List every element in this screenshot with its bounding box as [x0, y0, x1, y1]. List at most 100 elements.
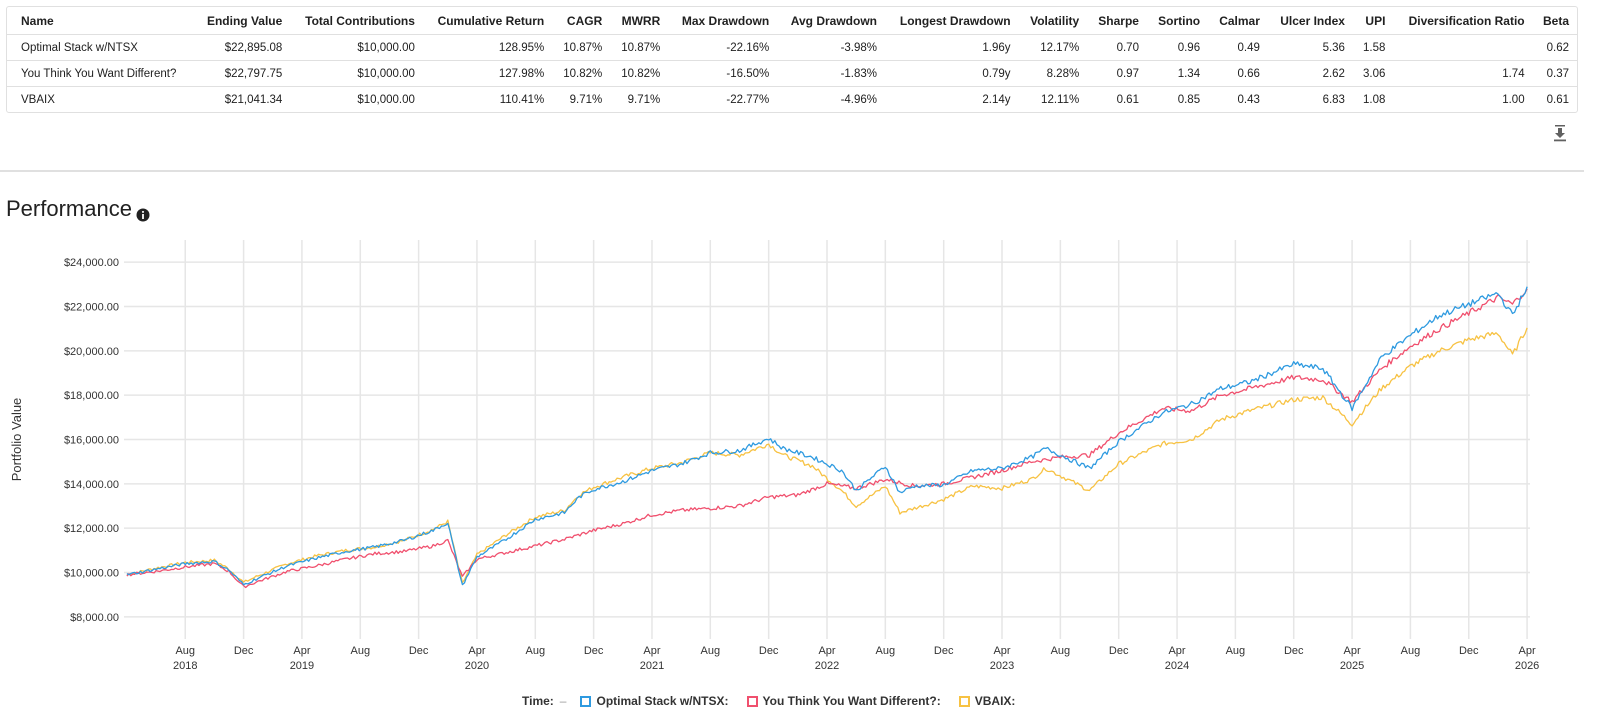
table-cell: 128.95% [422, 34, 553, 61]
y-tick-label: $8,000.00 [70, 612, 119, 624]
column-header[interactable]: Calmar [1208, 7, 1268, 35]
statistics-table-card: Name Ending Value Total Contributions Cumul… [6, 6, 1578, 113]
table-cell: -4.96% [840, 93, 877, 106]
x-tick-month: Aug [350, 645, 370, 657]
column-header[interactable]: UPI [1352, 7, 1394, 35]
legend-label: Optimal Stack w/NTSX: [596, 694, 729, 708]
x-tick-year: 2018 [173, 660, 197, 672]
column-header[interactable]: Ulcer Index [1267, 7, 1353, 35]
table-cell: 3.06 [1352, 60, 1394, 87]
table-row: VBAIX $21,041.34 $10,000.00 110.41% 9.71% 9.7… [7, 87, 1577, 113]
series-line[interactable] [126, 286, 1528, 586]
x-tick-month: Aug [1051, 645, 1071, 657]
x-tick-year: 2026 [1515, 660, 1539, 672]
table-cell: 12.17% [1018, 34, 1088, 61]
x-tick-month: Apr [993, 645, 1010, 657]
download-icon[interactable] [1552, 124, 1568, 142]
y-tick-label: $10,000.00 [64, 568, 119, 580]
table-cell: $21,041.34 [224, 93, 283, 106]
legend-item[interactable]: VBAIX: [958, 694, 1015, 708]
section-divider [0, 170, 1584, 172]
column-header[interactable]: Volatility [1018, 7, 1088, 35]
x-tick-year: 2023 [990, 660, 1014, 672]
x-tick-month: Aug [1401, 645, 1421, 657]
column-header[interactable]: Max Drawdown [668, 7, 778, 35]
column-header[interactable]: Sharpe [1087, 7, 1147, 35]
column-header[interactable]: Longest Drawdown [885, 7, 1019, 35]
x-tick-month: Apr [818, 645, 835, 657]
column-header[interactable]: Ending Value [194, 7, 291, 35]
table-cell: -3.98% [777, 34, 885, 61]
table-cell: 9.71% [627, 93, 661, 106]
x-tick-month: Apr [643, 645, 660, 657]
column-header[interactable]: Cumulative Return [422, 7, 553, 35]
x-tick-month: Dec [934, 645, 954, 657]
x-tick-year: 2022 [815, 660, 839, 672]
table-cell: You Think You Want Different? [7, 60, 194, 87]
column-header[interactable]: Total Contributions [290, 7, 423, 35]
table-cell: 0.49 [1208, 34, 1268, 61]
legend-item[interactable]: You Think You Want Different?: [746, 694, 941, 708]
table-cell: -1.83% [777, 60, 885, 87]
performance-title: Performance [6, 196, 132, 221]
x-tick-year: 2025 [1340, 660, 1364, 672]
x-tick-month: Dec [234, 645, 254, 657]
table-cell: 0.70 [1087, 34, 1147, 61]
x-tick-month: Dec [759, 645, 779, 657]
table-cell: 0.97 [1087, 60, 1147, 87]
legend-swatch [580, 695, 592, 707]
legend-time-label: Time: [522, 694, 554, 708]
table-cell: 2.62 [1267, 60, 1353, 87]
y-tick-label: $20,000.00 [64, 346, 119, 358]
table-cell: 1.96y [885, 34, 1019, 61]
table-cell: 9.71% [569, 93, 603, 106]
table-row: You Think You Want Different? $22,797.75 $… [7, 60, 1577, 87]
table-cell [1393, 34, 1533, 61]
table-cell: -16.50% [668, 60, 778, 87]
column-header[interactable]: CAGR [552, 7, 611, 35]
legend-time-marker: – [559, 694, 567, 708]
table-cell: 10.82% [610, 60, 669, 87]
column-header[interactable]: MWRR [610, 7, 669, 35]
table-cell: 1.08 [1363, 93, 1386, 106]
info-icon[interactable] [136, 202, 150, 222]
y-tick-label: $18,000.00 [64, 390, 119, 402]
statistics-table: Name Ending Value Total Contributions Cumul… [7, 7, 1577, 112]
x-tick-month: Dec [1459, 645, 1479, 657]
table-cell: 1.34 [1146, 60, 1209, 87]
legend-time: Time: – [522, 694, 566, 708]
table-cell: 1.74 [1393, 60, 1533, 87]
table-cell: 0.37 [1532, 60, 1577, 87]
table-cell: 0.79y [885, 60, 1019, 87]
x-tick-year: 2024 [1165, 660, 1189, 672]
x-tick-month: Aug [876, 645, 896, 657]
table-cell: 110.41% [499, 93, 545, 106]
y-tick-label: $16,000.00 [64, 435, 119, 447]
table-cell: 10.87% [610, 34, 669, 61]
column-header[interactable]: Diversification Ratio [1393, 7, 1533, 35]
table-cell: 0.85 [1177, 93, 1201, 106]
table-cell: $10,000.00 [357, 93, 415, 106]
table-cell: 1.58 [1352, 34, 1394, 61]
series-line[interactable] [126, 288, 1528, 589]
column-header[interactable]: Avg Drawdown [777, 7, 885, 35]
y-tick-label: $12,000.00 [64, 523, 119, 535]
x-tick-month: Aug [701, 645, 721, 657]
column-header[interactable]: Sortino [1146, 7, 1209, 35]
column-header[interactable]: Beta [1532, 7, 1577, 35]
column-header[interactable]: Name [7, 7, 194, 35]
x-tick-month: Dec [1284, 645, 1304, 657]
table-cell: 0.62 [1532, 34, 1577, 61]
table-cell: 1.00 [1502, 93, 1525, 106]
table-cell: -22.16% [668, 34, 778, 61]
series-line[interactable] [126, 327, 1528, 584]
legend-item[interactable]: Optimal Stack w/NTSX: [580, 694, 729, 708]
y-tick-label: $14,000.00 [64, 479, 119, 491]
x-tick-month: Dec [1109, 645, 1129, 657]
x-tick-month: Dec [409, 645, 429, 657]
table-cell: 2.14y [982, 93, 1011, 106]
x-tick-month: Apr [468, 645, 485, 657]
x-tick-month: Apr [1519, 645, 1536, 657]
performance-section-header: Performance [6, 196, 150, 222]
table-cell: VBAIX [21, 93, 55, 106]
